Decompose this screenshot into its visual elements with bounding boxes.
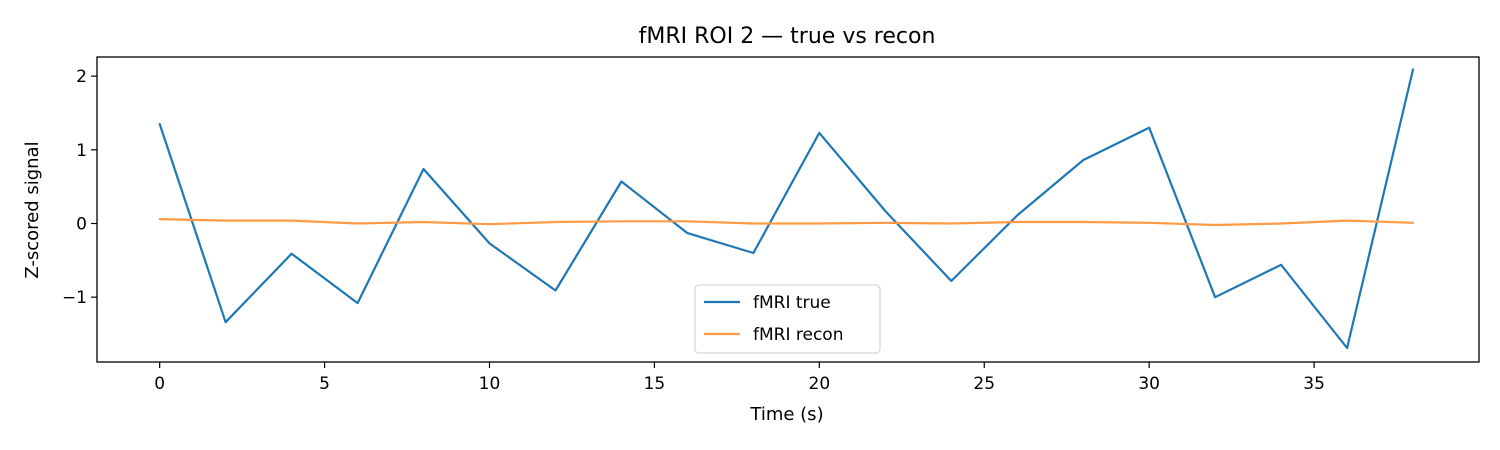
y-tick-label: −1	[62, 288, 87, 308]
legend-label: fMRI recon	[753, 325, 843, 345]
x-tick-label: 20	[809, 374, 831, 394]
x-tick-label: 5	[319, 374, 330, 394]
plot-area	[96, 56, 1480, 363]
x-tick-label: 25	[973, 374, 995, 394]
legend: fMRI true fMRI recon	[694, 284, 881, 354]
x-tick-label: 15	[644, 374, 666, 394]
series-line-fmri-true	[158, 68, 1415, 350]
axis-ticks: 0 5 10 15 20 25 30 35 −1 0 1 2	[62, 67, 1325, 394]
legend-label: fMRI true	[753, 293, 831, 313]
x-tick-label: 30	[1138, 374, 1160, 394]
x-tick-label: 0	[154, 374, 165, 394]
x-tick-label: 35	[1303, 374, 1325, 394]
y-axis-label: Z-scored signal	[22, 141, 43, 278]
series-lines	[158, 68, 1415, 350]
y-tick-label: 2	[76, 67, 87, 87]
x-axis-label: Time (s)	[749, 404, 823, 425]
chart-title: fMRI ROI 2 — true vs recon	[639, 24, 936, 49]
y-tick-label: 1	[76, 141, 87, 161]
y-tick-label: 0	[76, 214, 87, 234]
series-line-fmri-recon	[158, 218, 1415, 227]
legend-box	[694, 284, 881, 354]
x-tick-label: 10	[479, 374, 501, 394]
